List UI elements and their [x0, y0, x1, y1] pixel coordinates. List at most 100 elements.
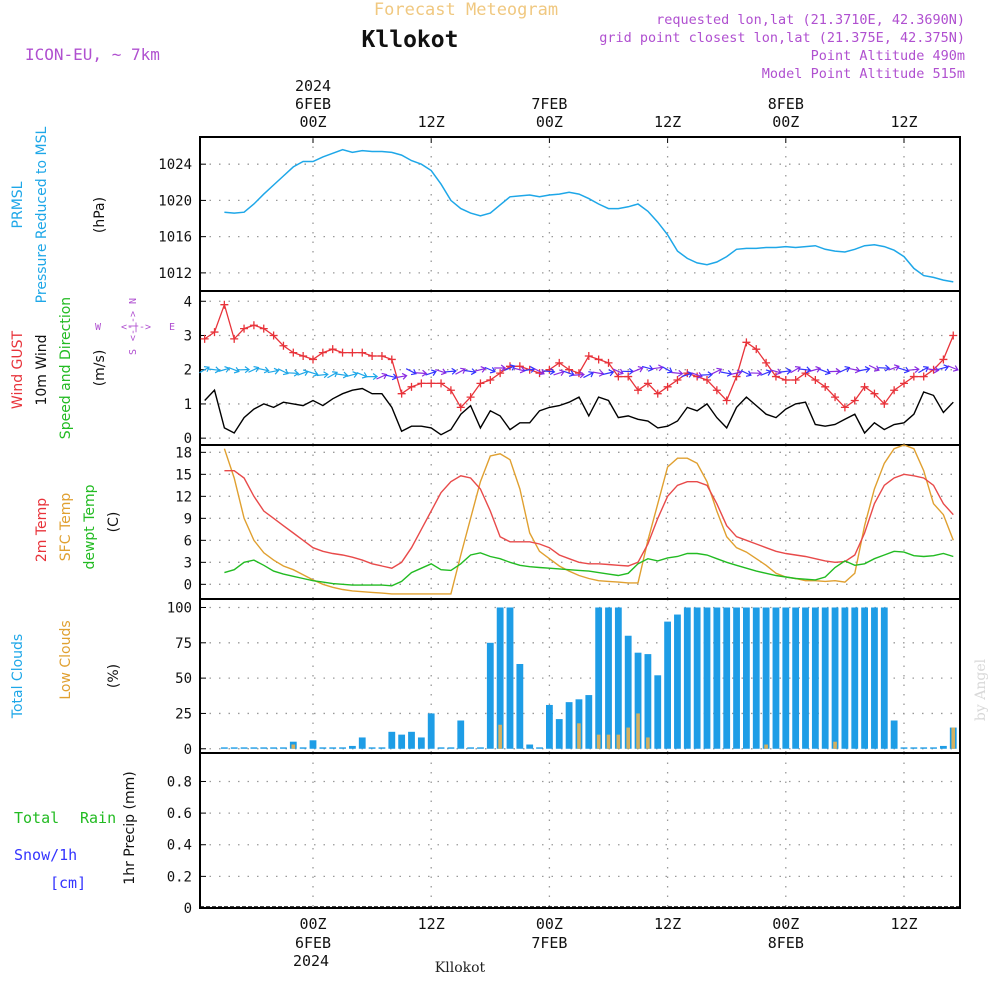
- total-cloud-bar: [565, 702, 573, 749]
- bottom-tick-label: 12Z: [890, 915, 917, 933]
- total-cloud-bar: [900, 747, 908, 749]
- wind-direction-arrow: [504, 364, 516, 371]
- wind-direction-arrow: [474, 366, 487, 373]
- panel-clouds: 0 25 50 75 100: [167, 598, 961, 758]
- total-cloud-bar: [890, 720, 898, 749]
- total-cloud-bar: [220, 747, 228, 749]
- ytick-label: 1012: [158, 266, 192, 282]
- wind-direction-arrow: [248, 365, 260, 373]
- wind-direction-arrow: [592, 369, 605, 377]
- wind-direction-arrow: [809, 365, 822, 373]
- bottom-date-label: 7FEB: [531, 934, 567, 952]
- ytick-label: 1016: [158, 230, 192, 246]
- total-cloud-bar: [880, 607, 888, 749]
- gust-point: [200, 334, 209, 343]
- low-cloud-bar: [646, 737, 650, 749]
- low-cloud-bar: [764, 744, 768, 749]
- total-cloud-bar: [713, 607, 721, 749]
- top-date-label: 6FEB: [295, 95, 331, 113]
- ytick-label: 1020: [158, 193, 192, 209]
- wind-direction-arrow: [700, 371, 713, 379]
- total-cloud-bar: [920, 747, 928, 749]
- total-cloud-bar: [388, 731, 396, 749]
- wind-direction-arrow: [208, 366, 221, 374]
- wind10-series-line: [204, 387, 954, 436]
- ytick-label: 4: [184, 294, 192, 310]
- total-cloud-bar: [585, 695, 593, 749]
- gust-point: [663, 382, 672, 391]
- low-cloud-bar: [626, 727, 630, 749]
- top-date-label: 7FEB: [531, 95, 567, 113]
- model-label: ICON-EU, ~ 7km: [25, 45, 160, 64]
- gust-point: [781, 375, 790, 384]
- low-cloud-bar: [833, 741, 837, 749]
- wind-direction-arrow: [553, 369, 565, 377]
- wind-direction-arrow: [267, 367, 280, 375]
- gust-point: [279, 341, 288, 350]
- gust-point: [850, 396, 859, 405]
- meteogram-title: Forecast Meteogram: [374, 0, 558, 20]
- wind-direction-arrow: [927, 366, 940, 374]
- plot-area: [199, 148, 960, 908]
- total-cloud-bar: [821, 607, 829, 749]
- top-year: 2024: [295, 77, 331, 95]
- total-cloud-bar: [841, 607, 849, 749]
- ytick-label: 100: [167, 600, 192, 616]
- gust-point: [634, 386, 643, 395]
- wind-direction-arrow: [750, 369, 763, 377]
- bottom-tick-label: 00Z: [299, 915, 326, 933]
- point-altitude: Point Altitude 490m: [811, 48, 965, 64]
- gust-point: [368, 352, 377, 361]
- gust-series-line: [204, 302, 954, 409]
- wind-direction-arrow: [346, 371, 359, 378]
- temp-unit: (C): [106, 512, 122, 533]
- total-cloud-bar: [654, 675, 662, 749]
- total-cloud-bar: [329, 747, 337, 749]
- gust-point: [584, 352, 593, 361]
- total-cloud-bar: [358, 737, 366, 749]
- compass-e: E: [169, 322, 175, 333]
- gust-point: [712, 386, 721, 395]
- wind-direction-arrow: [336, 371, 349, 379]
- wind-direction-arrow: [533, 368, 545, 376]
- gust-point: [466, 393, 475, 402]
- total-cloud-bar: [703, 607, 711, 749]
- panel-frame: [199, 136, 961, 292]
- gust-point: [210, 328, 219, 337]
- wind-direction-arrow: [898, 366, 910, 374]
- snow-unit: [cm]: [50, 874, 86, 892]
- low-cloud-bar: [577, 723, 581, 749]
- total-cloud-bar: [693, 607, 701, 749]
- low-cloud-bar: [616, 734, 621, 749]
- wind-direction-arrow: [632, 365, 644, 373]
- total-cloud-bar: [871, 607, 878, 749]
- requested-coords: requested lon,lat (21.3710E, 42.3690N): [656, 12, 965, 28]
- wind-direction-arrow: [455, 367, 467, 375]
- gust-point: [230, 334, 239, 343]
- total-cloud-bar: [506, 607, 514, 749]
- wind-direction-arrow: [937, 364, 950, 372]
- gust-point: [840, 403, 849, 412]
- low-cloud-bar: [606, 734, 611, 749]
- wind-direction-arrow: [494, 364, 507, 372]
- ytick-label: 15: [175, 467, 192, 483]
- pressure-unit: (hPa): [92, 197, 108, 233]
- wind-direction-arrow: [662, 366, 673, 374]
- gust-point: [486, 375, 495, 384]
- wind-direction-arrow: [612, 368, 624, 376]
- total-cloud-bar: [811, 607, 819, 749]
- wind-direction-arrow: [199, 366, 210, 374]
- wind-direction-arrow: [878, 364, 891, 372]
- wind-direction-arrow: [760, 369, 772, 376]
- dewpt-series-line: [224, 550, 954, 587]
- total-cloud-bar: [644, 654, 652, 749]
- low-cloud-bar: [951, 727, 956, 749]
- wind-direction-arrow: [779, 367, 792, 375]
- gust-point: [890, 386, 899, 395]
- gust-point: [565, 365, 574, 374]
- ytick-label: 3: [184, 328, 192, 344]
- gust-point: [437, 379, 446, 388]
- wind-direction-arrow: [839, 365, 851, 373]
- gust-point: [949, 331, 958, 340]
